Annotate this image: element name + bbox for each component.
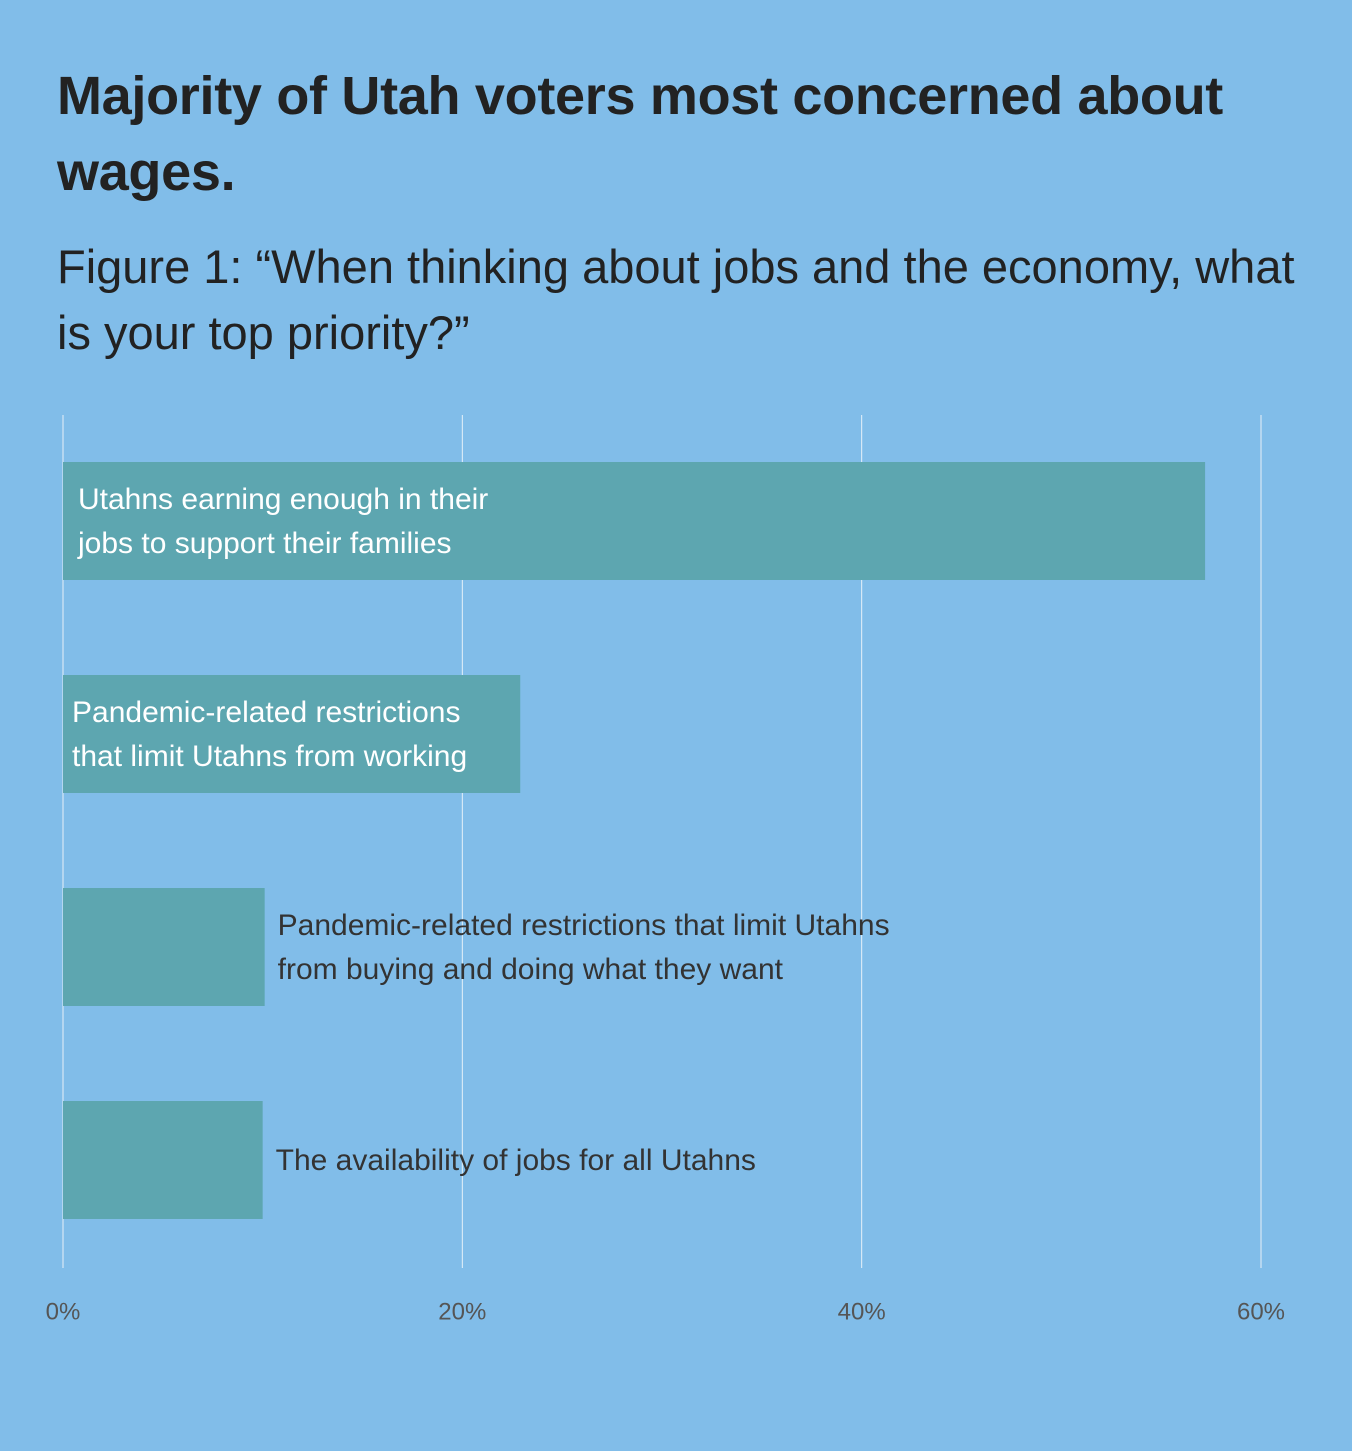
bar-label-line: Utahns earning enough in their <box>78 483 488 516</box>
bars <box>63 462 1206 1219</box>
bar-label: The availability of jobs for all Utahns <box>276 1144 756 1177</box>
bar-label-line: that limit Utahns from working <box>72 740 467 773</box>
x-tick-label: 20% <box>438 1299 486 1326</box>
x-tick-label: 40% <box>838 1299 886 1326</box>
x-tick-label: 60% <box>1237 1299 1285 1326</box>
bar-label: Utahns earning enough in their jobs to su… <box>77 483 488 560</box>
bar-label-line: Pandemic-related restrictions that limit… <box>278 909 890 942</box>
chart-subtitle: Figure 1: “When thinking about jobs and … <box>57 240 1295 359</box>
bar-labels: Utahns earning enough in their jobs to su… <box>72 483 890 1177</box>
bar <box>63 675 521 793</box>
bar-label-line: The availability of jobs for all Utahns <box>276 1144 756 1177</box>
bar <box>63 888 265 1006</box>
x-axis-ticks: 0% 20% 40% 60% <box>46 1299 1285 1326</box>
bar <box>63 462 1206 580</box>
bar-label-line: Pandemic-related restrictions <box>72 696 461 729</box>
x-tick-label: 0% <box>46 1299 81 1326</box>
bar-label: Pandemic-related restrictions that limit… <box>278 909 890 986</box>
gridlines <box>62 415 1262 1268</box>
bar-label-line: jobs to support their families <box>77 527 452 560</box>
bar-label-line: from buying and doing what they want <box>278 953 784 986</box>
bar <box>63 1101 263 1219</box>
bar-label: Pandemic-related restrictions that limit … <box>72 696 467 773</box>
chart-title: Majority of Utah voters most concerned a… <box>57 66 1223 202</box>
